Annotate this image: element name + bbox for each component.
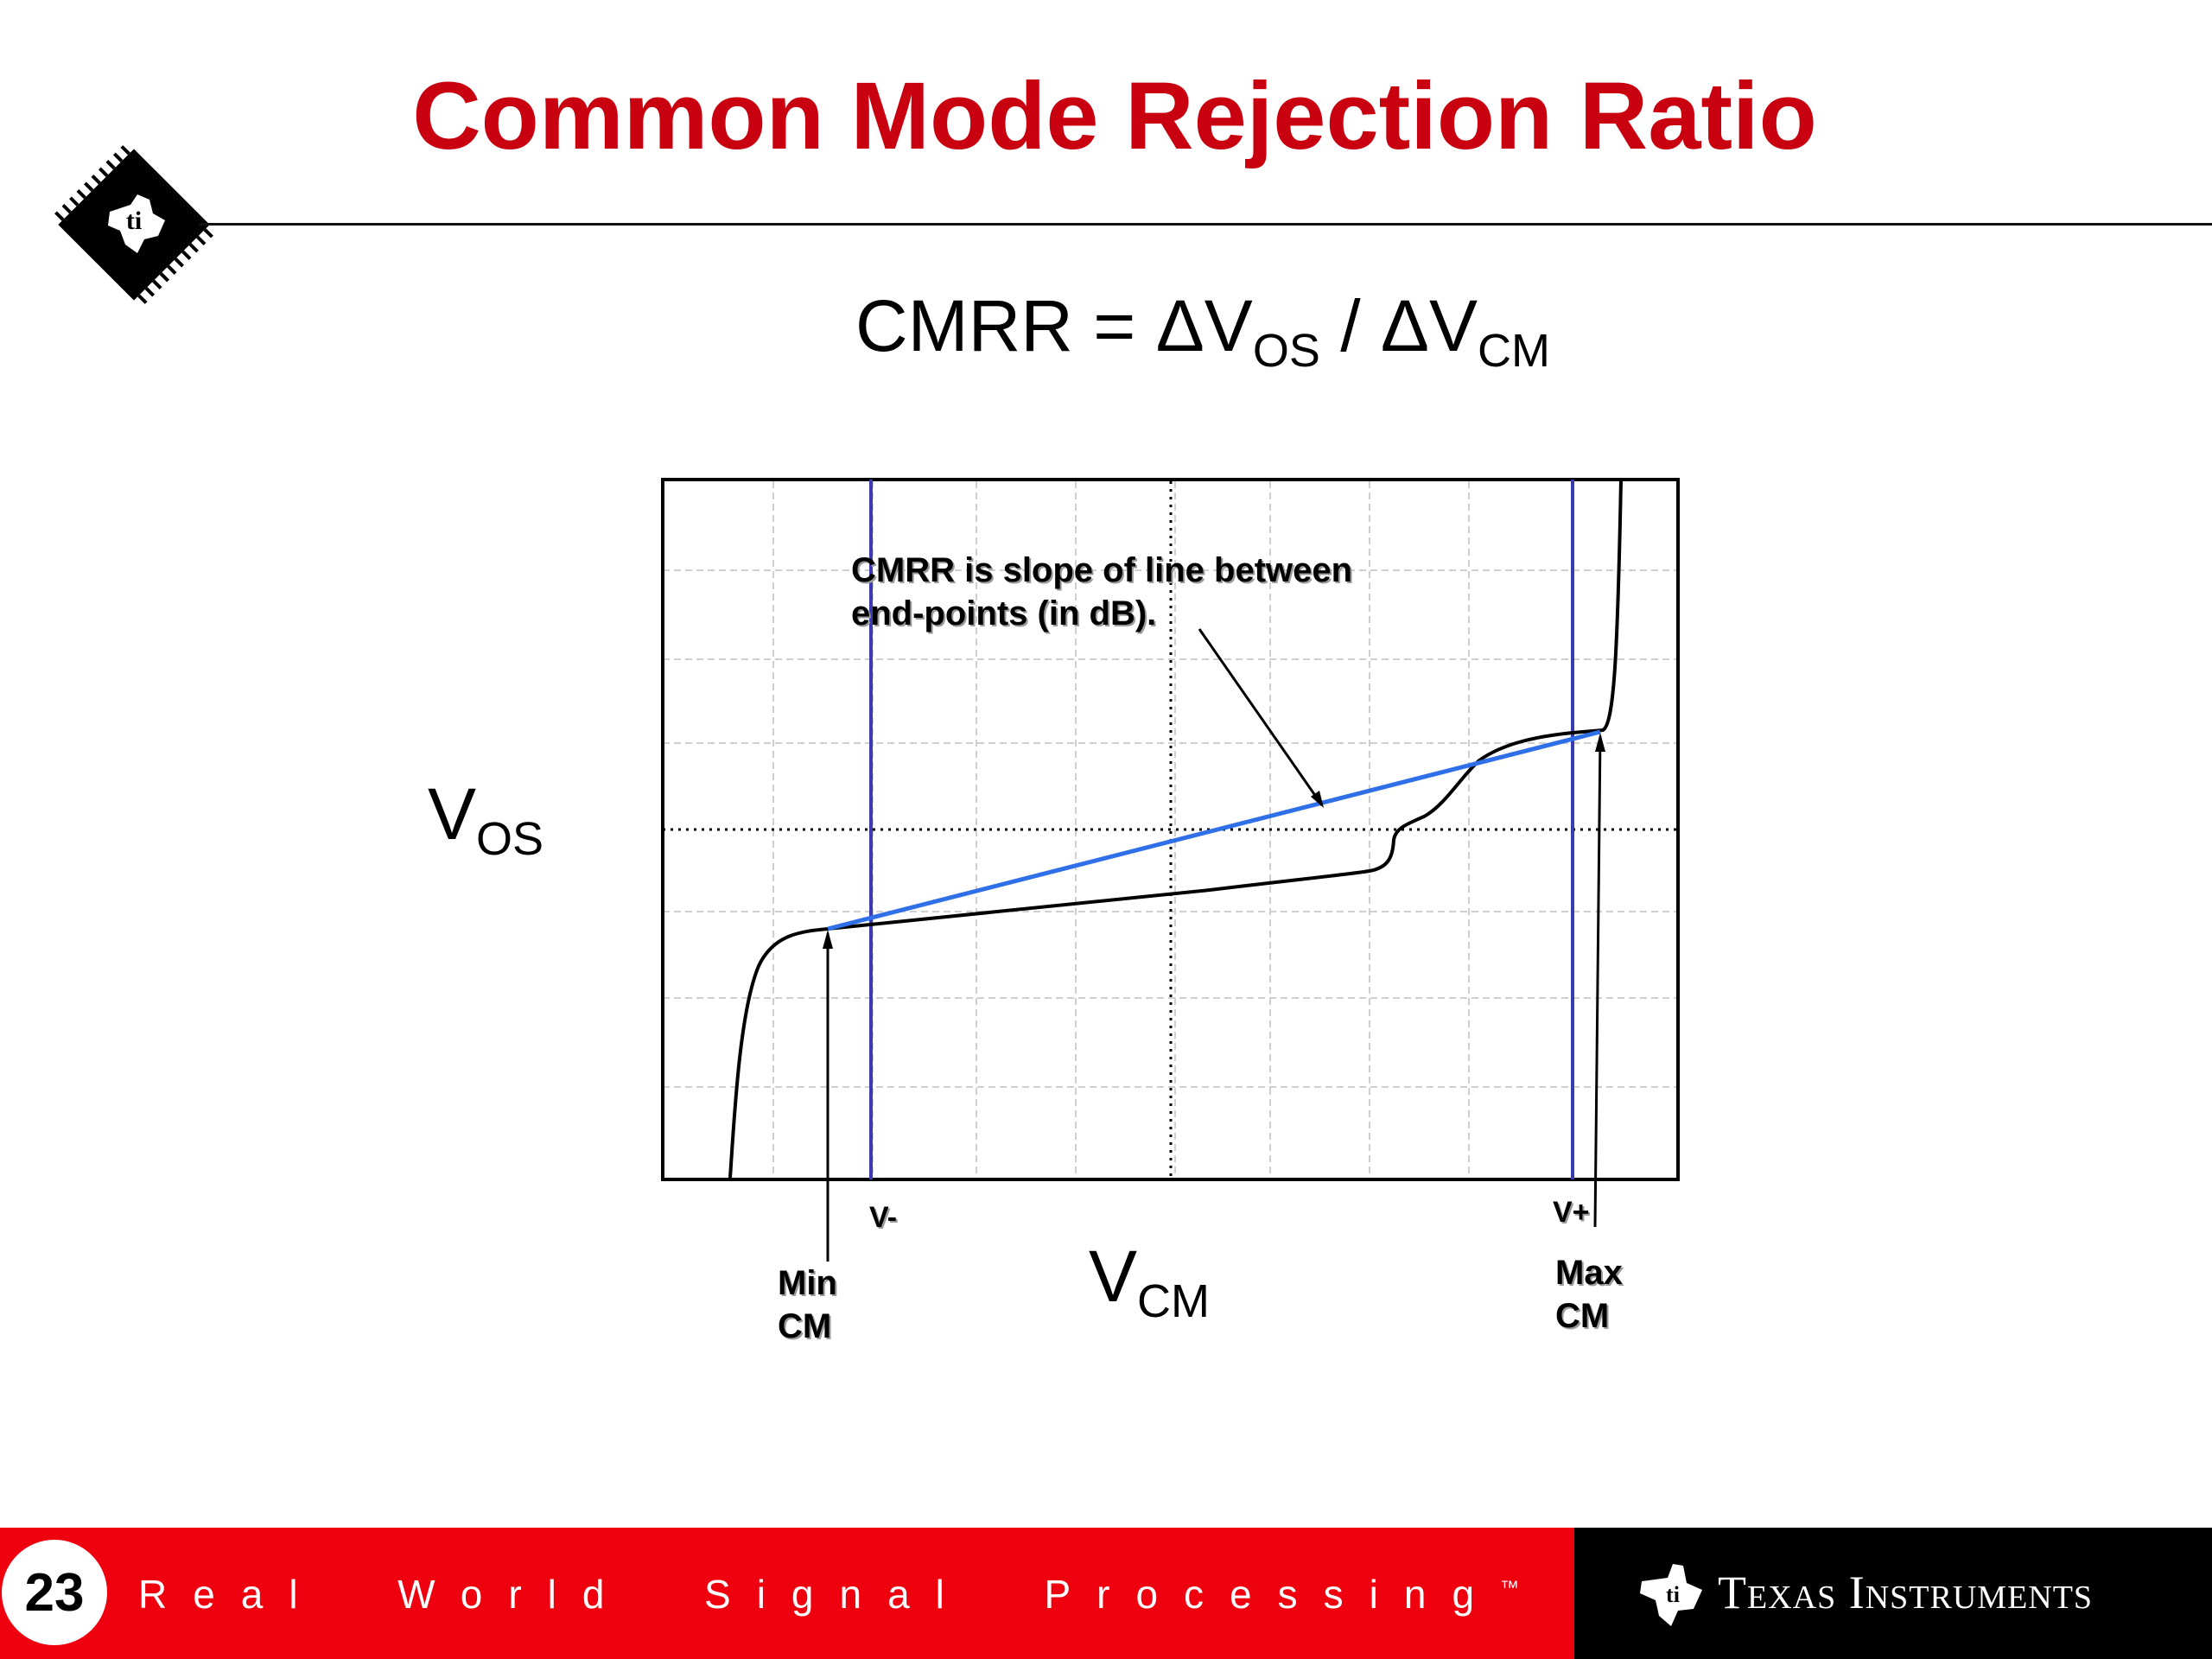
ti-wordmark: Texas Instruments (1718, 1567, 2094, 1618)
plot-frame (661, 478, 1680, 1181)
footer-tagline: Real World Signal Processing™ (138, 1572, 1520, 1617)
svg-text:ti: ti (126, 207, 142, 235)
cmrr-formula: CMRR = ΔVOS / ΔVCM (855, 285, 1550, 377)
v-plus-label: V+ (1553, 1196, 1590, 1229)
cmrr-diagram (661, 478, 1680, 1262)
min-cm-label: Min CM (778, 1264, 837, 1345)
ti-logo-icon: ti (1640, 1564, 1702, 1626)
v-minus-label: V- (869, 1201, 898, 1234)
slide-title: Common Mode Rejection Ratio (412, 63, 1817, 169)
ti-chip-logo-icon: ti (54, 145, 213, 304)
header-rule (199, 223, 2212, 226)
svg-text:ti: ti (1666, 1582, 1680, 1607)
y-axis-label: VOS (428, 773, 544, 865)
vos-curve (728, 479, 1623, 1179)
max-cm-arrow (1593, 733, 1605, 1228)
min-cm-arrow (823, 930, 833, 1262)
max-cm-label: Max CM (1555, 1254, 1623, 1335)
cmrr-slope-line (827, 729, 1601, 931)
x-axis-label: VCM (1089, 1236, 1211, 1327)
annotation-arrow (1198, 628, 1324, 808)
page-number: 23 (2, 1540, 107, 1645)
annotation-text: CMRR is slope of line between end-points… (851, 551, 1353, 632)
footer-red-band (0, 1528, 1574, 1659)
